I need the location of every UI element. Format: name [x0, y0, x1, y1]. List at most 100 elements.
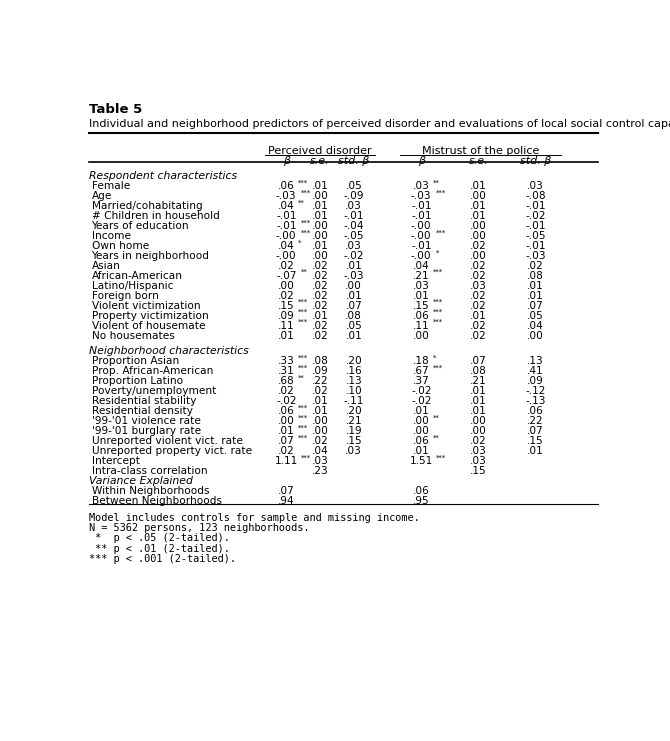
Text: .07: .07: [470, 356, 486, 366]
Text: *: *: [298, 239, 302, 245]
Text: -.01: -.01: [525, 241, 546, 251]
Text: .08: .08: [527, 271, 544, 281]
Text: ***: ***: [433, 365, 444, 370]
Text: .08: .08: [470, 366, 487, 376]
Text: Female: Female: [92, 181, 130, 191]
Text: .02: .02: [312, 301, 328, 311]
Text: -.01: -.01: [276, 221, 297, 231]
Text: .15: .15: [527, 436, 544, 446]
Text: ***: ***: [298, 309, 308, 315]
Text: .02: .02: [312, 436, 328, 446]
Text: std. β: std. β: [520, 156, 551, 166]
Text: .01: .01: [470, 396, 486, 406]
Text: .00: .00: [312, 231, 328, 241]
Text: .37: .37: [413, 376, 429, 386]
Text: .03: .03: [413, 181, 429, 191]
Text: ***: ***: [298, 434, 308, 440]
Text: .01: .01: [470, 386, 486, 396]
Text: ***: ***: [436, 190, 446, 196]
Text: ***: ***: [298, 365, 308, 370]
Text: *  p < .05 (2-tailed).: * p < .05 (2-tailed).: [89, 534, 230, 543]
Text: .04: .04: [413, 261, 429, 271]
Text: .68: .68: [278, 376, 295, 386]
Text: .01: .01: [346, 291, 362, 301]
Text: Perceived disorder: Perceived disorder: [268, 146, 372, 156]
Text: -.05: -.05: [525, 231, 546, 241]
Text: .05: .05: [346, 321, 362, 331]
Text: ***: ***: [302, 229, 312, 236]
Text: **: **: [433, 179, 440, 185]
Text: -.02: -.02: [344, 251, 364, 261]
Text: Respondent characteristics: Respondent characteristics: [89, 171, 237, 181]
Text: std. β: std. β: [338, 156, 369, 166]
Text: ***: ***: [298, 405, 308, 411]
Text: .15: .15: [470, 466, 486, 476]
Text: .01: .01: [470, 201, 486, 211]
Text: .03: .03: [345, 201, 362, 211]
Text: .02: .02: [278, 261, 295, 271]
Text: .01: .01: [470, 211, 486, 221]
Text: .06: .06: [278, 181, 295, 191]
Text: .01: .01: [413, 291, 429, 301]
Text: -.01: -.01: [344, 211, 364, 221]
Text: *: *: [436, 249, 440, 255]
Text: .02: .02: [470, 261, 486, 271]
Text: ***: ***: [433, 299, 444, 305]
Text: N = 5362 persons, 123 neighborhoods.: N = 5362 persons, 123 neighborhoods.: [89, 523, 310, 534]
Text: -.01: -.01: [411, 201, 431, 211]
Text: .03: .03: [413, 281, 429, 291]
Text: .03: .03: [345, 446, 362, 456]
Text: -.03: -.03: [525, 251, 546, 261]
Text: .00: .00: [470, 426, 487, 436]
Text: .00: .00: [312, 426, 328, 436]
Text: -.13: -.13: [525, 396, 546, 406]
Text: ***: ***: [302, 190, 312, 196]
Text: ***: ***: [302, 219, 312, 225]
Text: Years of education: Years of education: [92, 221, 189, 231]
Text: .02: .02: [470, 291, 486, 301]
Text: .03: .03: [312, 456, 328, 466]
Text: .13: .13: [527, 356, 544, 366]
Text: .01: .01: [278, 426, 295, 436]
Text: .07: .07: [346, 301, 362, 311]
Text: β: β: [417, 156, 425, 166]
Text: .01: .01: [527, 446, 544, 456]
Text: **: **: [433, 434, 440, 440]
Text: Unreported property vict. rate: Unreported property vict. rate: [92, 446, 252, 456]
Text: Intra-class correlation: Intra-class correlation: [92, 466, 207, 476]
Text: ***: ***: [298, 319, 308, 325]
Text: .02: .02: [470, 241, 486, 251]
Text: No housemates: No housemates: [92, 330, 174, 341]
Text: Intercept: Intercept: [92, 456, 139, 466]
Text: Age: Age: [92, 191, 112, 201]
Text: .11: .11: [413, 321, 429, 331]
Text: Table 5: Table 5: [89, 103, 142, 116]
Text: .15: .15: [278, 301, 295, 311]
Text: ***: ***: [298, 425, 308, 431]
Text: .05: .05: [346, 181, 362, 191]
Text: -.00: -.00: [411, 221, 431, 231]
Text: .06: .06: [278, 406, 295, 416]
Text: .02: .02: [312, 291, 328, 301]
Text: .02: .02: [312, 321, 328, 331]
Text: .06: .06: [413, 311, 429, 321]
Text: .06: .06: [527, 406, 544, 416]
Text: .00: .00: [470, 416, 487, 426]
Text: ***: ***: [436, 454, 446, 460]
Text: .04: .04: [278, 241, 295, 251]
Text: .09: .09: [312, 366, 328, 376]
Text: .00: .00: [470, 231, 487, 241]
Text: .00: .00: [413, 416, 429, 426]
Text: .20: .20: [346, 356, 362, 366]
Text: -.01: -.01: [525, 221, 546, 231]
Text: Proportion Asian: Proportion Asian: [92, 356, 179, 366]
Text: -.02: -.02: [411, 396, 431, 406]
Text: -.05: -.05: [344, 231, 364, 241]
Text: .09: .09: [278, 311, 295, 321]
Text: ***: ***: [298, 355, 308, 361]
Text: Between Neighborhoods: Between Neighborhoods: [92, 496, 222, 506]
Text: Model includes controls for sample and missing income.: Model includes controls for sample and m…: [89, 513, 419, 523]
Text: .01: .01: [413, 406, 429, 416]
Text: .02: .02: [470, 271, 486, 281]
Text: *** p < .001 (2-tailed).: *** p < .001 (2-tailed).: [89, 554, 236, 564]
